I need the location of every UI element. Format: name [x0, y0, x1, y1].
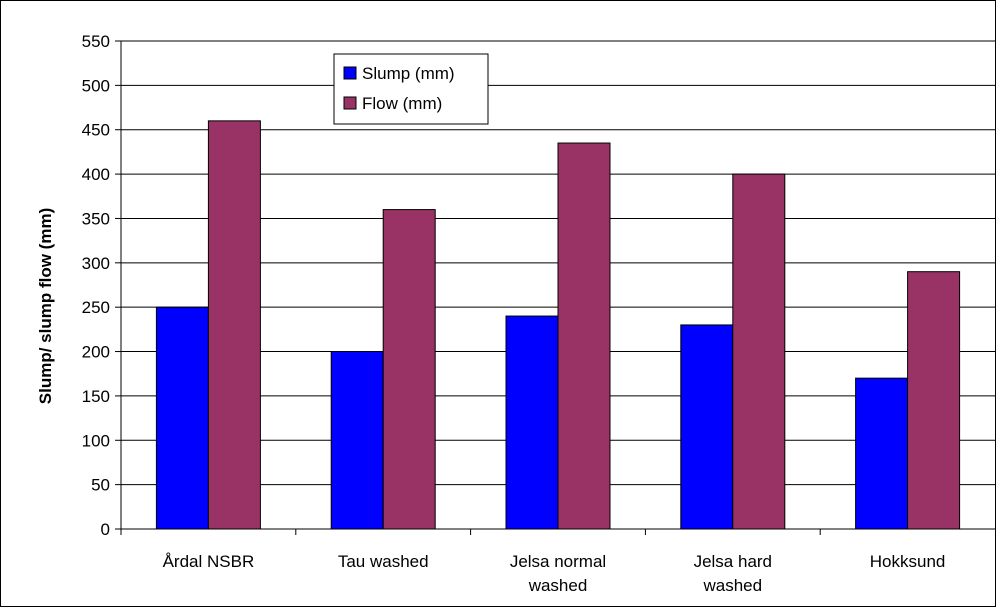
bar-slump	[680, 324, 734, 530]
x-category-label: Jelsa normal	[510, 552, 606, 571]
y-tick-label: 400	[82, 165, 110, 184]
y-tick-labels: 0 50 100 150 200 250 300 350 400 450 500 550	[82, 32, 110, 539]
y-tick-label: 100	[82, 431, 110, 450]
bar-slump	[505, 315, 559, 530]
x-category-label: washed	[702, 576, 762, 595]
y-axis-label: Slump/ slump flow (mm)	[36, 208, 55, 404]
y-tick-label: 200	[82, 343, 110, 362]
legend-swatch	[343, 96, 357, 110]
bar-slump	[155, 306, 209, 530]
bar-flow	[207, 120, 261, 530]
x-category-labels: Årdal NSBR Tau washed Jelsa normal washed Je…	[163, 552, 946, 595]
bar-flow	[382, 209, 436, 530]
y-tick-label: 500	[82, 76, 110, 95]
y-tick-label: 300	[82, 254, 110, 273]
bars-group	[155, 120, 961, 530]
legend: Slump (mm) Flow (mm)	[333, 53, 489, 125]
y-tick-label: 150	[82, 387, 110, 406]
legend-entry-label: Flow (mm)	[362, 94, 442, 113]
legend-box	[333, 53, 489, 125]
bar-flow	[557, 142, 611, 530]
y-tick-label: 0	[101, 520, 110, 539]
legend-swatch	[343, 66, 357, 80]
x-category-label: Hokksund	[870, 552, 946, 571]
x-category-label: Jelsa hard	[694, 552, 772, 571]
y-tick-label: 550	[82, 32, 110, 51]
bar-flow	[732, 173, 786, 530]
bar-flow	[907, 271, 961, 530]
y-tick-label: 450	[82, 121, 110, 140]
y-tick-label: 350	[82, 209, 110, 228]
y-tick-label: 250	[82, 298, 110, 317]
bar-slump	[855, 377, 909, 530]
x-category-label: Årdal NSBR	[163, 552, 255, 571]
bar-slump	[330, 351, 384, 530]
y-tick-label: 50	[91, 476, 110, 495]
axes-group	[115, 40, 995, 535]
legend-entry-label: Slump (mm)	[362, 64, 455, 83]
x-category-label: Tau washed	[338, 552, 429, 571]
x-category-label: washed	[528, 576, 588, 595]
